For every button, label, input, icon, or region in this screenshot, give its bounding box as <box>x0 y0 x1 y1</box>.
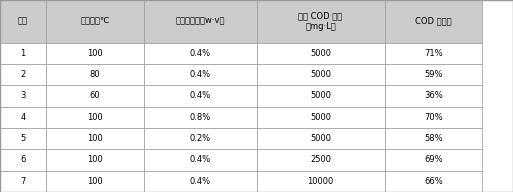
Bar <box>0 43 46 64</box>
Bar <box>256 149 385 171</box>
Text: 5: 5 <box>21 134 26 143</box>
Text: 序号: 序号 <box>18 17 28 26</box>
Bar <box>0 149 46 171</box>
Bar <box>144 64 256 85</box>
Text: COD 去除率: COD 去除率 <box>415 17 452 26</box>
Text: 0.4%: 0.4% <box>189 177 211 186</box>
Text: 0.2%: 0.2% <box>189 134 211 143</box>
Bar <box>256 64 385 85</box>
Text: 66%: 66% <box>424 177 443 186</box>
Bar <box>385 0 482 43</box>
Text: 5000: 5000 <box>310 113 331 122</box>
Bar <box>0 128 46 149</box>
Text: 2: 2 <box>21 70 26 79</box>
Bar <box>0 85 46 107</box>
Bar <box>144 0 256 43</box>
Bar <box>46 85 144 107</box>
Bar <box>144 149 256 171</box>
Bar <box>256 43 385 64</box>
Text: 0.8%: 0.8% <box>189 113 211 122</box>
Text: 80: 80 <box>90 70 100 79</box>
Text: 6: 6 <box>21 156 26 165</box>
Text: 70%: 70% <box>424 113 443 122</box>
Bar <box>256 85 385 107</box>
Bar <box>46 149 144 171</box>
Bar <box>256 171 385 192</box>
Text: 3: 3 <box>21 92 26 100</box>
Text: 5000: 5000 <box>310 92 331 100</box>
Text: 71%: 71% <box>424 49 443 58</box>
Bar <box>385 85 482 107</box>
Text: 69%: 69% <box>424 156 443 165</box>
Text: 废水 COD 浓度
（mg·L）: 废水 COD 浓度 （mg·L） <box>299 12 343 31</box>
Text: 2500: 2500 <box>310 156 331 165</box>
Bar <box>46 171 144 192</box>
Text: 5000: 5000 <box>310 134 331 143</box>
Bar <box>385 171 482 192</box>
Text: 100: 100 <box>87 49 103 58</box>
Bar <box>46 107 144 128</box>
Bar <box>256 128 385 149</box>
Bar <box>46 64 144 85</box>
Bar <box>46 43 144 64</box>
Text: 10000: 10000 <box>307 177 334 186</box>
Bar <box>385 43 482 64</box>
Bar <box>256 0 385 43</box>
Bar <box>0 107 46 128</box>
Bar <box>0 64 46 85</box>
Text: 58%: 58% <box>424 134 443 143</box>
Bar <box>385 149 482 171</box>
Text: 5000: 5000 <box>310 49 331 58</box>
Text: 59%: 59% <box>424 70 443 79</box>
Text: 36%: 36% <box>424 92 443 100</box>
Text: 0.4%: 0.4% <box>189 156 211 165</box>
Bar <box>0 171 46 192</box>
Text: 100: 100 <box>87 156 103 165</box>
Bar <box>0 0 46 43</box>
Bar <box>256 107 385 128</box>
Bar <box>144 107 256 128</box>
Text: 100: 100 <box>87 177 103 186</box>
Text: 100: 100 <box>87 134 103 143</box>
Text: 反应温度℃: 反应温度℃ <box>80 17 110 26</box>
Text: 催化剂用量（w·v）: 催化剂用量（w·v） <box>175 17 225 26</box>
Text: 1: 1 <box>21 49 26 58</box>
Bar <box>385 64 482 85</box>
Bar <box>144 43 256 64</box>
Text: 60: 60 <box>90 92 100 100</box>
Text: 0.4%: 0.4% <box>189 92 211 100</box>
Bar <box>144 171 256 192</box>
Bar <box>144 85 256 107</box>
Bar <box>385 107 482 128</box>
Bar <box>385 128 482 149</box>
Text: 0.4%: 0.4% <box>189 70 211 79</box>
Text: 5000: 5000 <box>310 70 331 79</box>
Bar <box>46 128 144 149</box>
Text: 0.4%: 0.4% <box>189 49 211 58</box>
Bar <box>144 128 256 149</box>
Text: 7: 7 <box>21 177 26 186</box>
Text: 100: 100 <box>87 113 103 122</box>
Bar <box>46 0 144 43</box>
Text: 4: 4 <box>21 113 26 122</box>
